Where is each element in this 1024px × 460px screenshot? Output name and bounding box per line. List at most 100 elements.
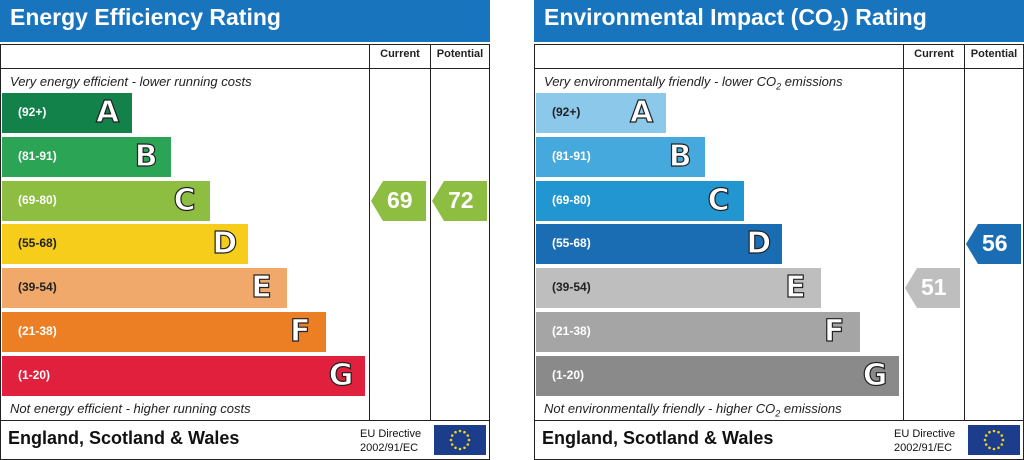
environmental-eu-directive: EU Directive 2002/91/EC — [894, 427, 955, 455]
energy-band-range: (55-68) — [18, 236, 57, 251]
environmental-bottom-note-sub: 2 — [775, 408, 781, 419]
eu-star — [1001, 438, 1005, 442]
energy-band-letter: A — [95, 94, 120, 130]
environmental-divider-current — [903, 44, 904, 420]
energy-current-value: 69 — [387, 186, 413, 213]
eu-star — [463, 446, 466, 450]
environmental-band-range: (55-68) — [552, 236, 591, 251]
environmental-band-range: (81-91) — [552, 148, 591, 163]
environmental-title-bar: Environmental Impact (CO2) Rating — [534, 0, 1024, 42]
environmental-current-rating: 51 — [905, 268, 960, 309]
eu-flag-icon — [434, 425, 486, 455]
energy-band-range: (69-80) — [18, 192, 57, 207]
environmental-current-arrow — [905, 268, 960, 309]
environmental-band-letter: F — [823, 313, 845, 349]
energy-band-c: (69-80) C — [2, 180, 210, 221]
energy-header-divider — [0, 68, 490, 69]
environmental-potential-arrow-shape — [966, 224, 1021, 265]
eu-star — [467, 438, 471, 442]
eu-star — [454, 430, 457, 434]
environmental-title-main: Environmental Impact (CO — [544, 4, 833, 30]
energy-efficiency-panel: Energy Efficiency Rating Current Potenti… — [0, 0, 490, 460]
eu-star — [988, 430, 991, 434]
energy-band-b: (81-91) B — [2, 136, 171, 177]
eu-star — [997, 446, 1000, 450]
energy-band-range: (21-38) — [18, 324, 57, 338]
energy-current-rating: 69 — [371, 180, 426, 221]
environmental-eu-line1: EU Directive — [894, 428, 956, 440]
eu-star — [450, 443, 454, 446]
environmental-band-b: (81-91) B — [536, 136, 705, 177]
environmental-band-range: (69-80) — [552, 192, 591, 207]
environmental-band-letter: D — [746, 226, 772, 262]
environmental-top-note-sub: 2 — [776, 81, 782, 92]
environmental-current-arrow-shape — [905, 268, 960, 309]
environmental-header-divider — [534, 68, 1024, 69]
environmental-current-header: Current — [914, 48, 954, 60]
environmental-band-letter: G — [862, 357, 888, 393]
energy-footer-region: England, Scotland & Wales — [8, 428, 240, 448]
energy-footer-divider — [0, 420, 490, 421]
eu-star — [1000, 434, 1004, 437]
environmental-eu-line2: 2002/91/EC — [894, 442, 953, 454]
eu-star — [997, 430, 1000, 434]
environmental-band-a: (92+) A — [536, 93, 666, 133]
environmental-bottom-note: Not environmentally friendly - higher CO… — [544, 401, 842, 419]
eu-flag-icon — [968, 425, 1020, 455]
energy-band-e: (39-54) E — [2, 268, 288, 309]
environmental-divider-potential — [964, 44, 965, 420]
energy-band-range: (81-91) — [18, 148, 57, 163]
environmental-bottom-note-main: Not environmentally friendly - higher CO — [544, 401, 776, 416]
environmental-band-d: (55-68) D — [536, 224, 783, 265]
energy-band-range: (39-54) — [18, 280, 57, 295]
energy-eu-directive: EU Directive 2002/91/EC — [360, 427, 421, 455]
eu-star — [984, 434, 988, 437]
energy-divider-potential — [430, 44, 431, 420]
environmental-title-end: ) Rating — [841, 4, 927, 30]
environmental-band-f: (21-38) F — [536, 312, 860, 352]
eu-star — [466, 443, 470, 446]
energy-title-bar: Energy Efficiency Rating — [0, 0, 490, 42]
environmental-title-sub: 2 — [832, 17, 842, 35]
eu-star — [466, 434, 470, 437]
environmental-band-letter: E — [785, 270, 807, 306]
environmental-top-note: Very environmentally friendly - lower CO… — [544, 74, 843, 92]
energy-potential-value: 72 — [448, 186, 474, 213]
environmental-current-value: 51 — [921, 274, 947, 301]
environmental-band-letter: A — [629, 94, 654, 130]
energy-current-header: Current — [380, 48, 420, 60]
environmental-potential-header: Potential — [970, 48, 1018, 60]
energy-band-letter: F — [289, 313, 311, 349]
energy-potential-header: Potential — [436, 48, 484, 60]
energy-bottom-note: Not energy efficient - higher running co… — [10, 401, 251, 416]
environmental-band-range: (21-38) — [552, 324, 591, 338]
eu-star — [458, 429, 462, 433]
energy-eu-line1: EU Directive — [360, 428, 422, 440]
environmental-band-range: (39-54) — [552, 280, 591, 295]
energy-divider-current — [369, 44, 370, 420]
energy-band-f: (21-38) F — [2, 312, 326, 352]
environmental-title: Environmental Impact (CO2) Rating — [544, 4, 927, 35]
environmental-band-letter: B — [668, 138, 692, 174]
energy-current-arrow-shape — [371, 180, 426, 221]
environmental-band-g: (1-20) G — [536, 355, 899, 396]
eu-star — [458, 447, 462, 451]
eu-star — [449, 438, 453, 442]
environmental-footer-divider — [534, 420, 1024, 421]
energy-current-arrow — [371, 180, 426, 221]
energy-band-a: (92+) A — [2, 93, 132, 133]
energy-band-letter: B — [134, 138, 158, 174]
energy-potential-rating: 72 — [432, 180, 487, 221]
eu-star — [992, 429, 996, 433]
environmental-potential-value: 56 — [982, 230, 1008, 257]
eu-star — [463, 430, 466, 434]
energy-band-g: (1-20) G — [2, 355, 365, 396]
energy-band-letter: E — [251, 270, 273, 306]
eu-star — [992, 447, 996, 451]
environmental-potential-arrow — [966, 224, 1021, 265]
environmental-impact-panel: Environmental Impact (CO2) Rating Curren… — [534, 0, 1024, 460]
energy-band-range: (92+) — [18, 105, 47, 119]
energy-eu-line2: 2002/91/EC — [360, 442, 419, 454]
eu-star — [454, 446, 457, 450]
energy-potential-arrow — [432, 180, 487, 221]
